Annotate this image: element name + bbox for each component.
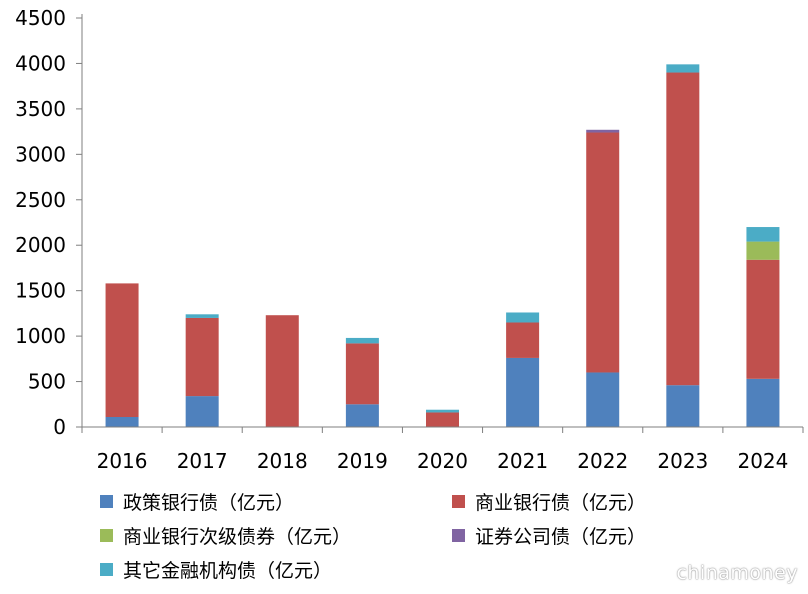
bar-segment	[345, 404, 379, 427]
bar-segment	[666, 64, 700, 73]
x-tick-label: 2023	[657, 449, 708, 473]
y-tick-label: 500	[28, 370, 66, 394]
legend-swatch	[100, 529, 113, 542]
bar-segment	[426, 412, 459, 427]
y-tick-label: 4000	[15, 51, 66, 75]
legend-label: 其它金融机构债（亿元）	[123, 560, 333, 582]
x-tick-label: 2020	[417, 449, 468, 473]
bar-segment	[185, 317, 219, 397]
legend-item-commercial-bank-subordinated-bonds: 商业银行次级债券（亿元）	[100, 522, 351, 549]
y-tick-label: 4500	[15, 6, 66, 30]
bar-segment	[105, 283, 139, 418]
legend-label: 商业银行债（亿元）	[475, 492, 647, 514]
bar-segment	[746, 241, 780, 260]
bar-segment	[345, 337, 379, 344]
y-tick-label: 1000	[15, 324, 66, 348]
legend-label: 商业银行次级债券（亿元）	[123, 526, 352, 548]
watermark: chinamoney	[676, 562, 798, 584]
legend-swatch	[100, 495, 113, 508]
legend-item-policy-bank-bonds: 政策银行债（亿元）	[100, 488, 294, 515]
bar-segment	[426, 409, 459, 413]
bar-segment	[345, 343, 379, 405]
legend-swatch	[452, 529, 465, 542]
legend-swatch	[100, 563, 113, 576]
bar-segment	[746, 378, 780, 427]
legend-label: 证券公司债（亿元）	[475, 526, 647, 548]
legend-item-commercial-bank-bonds: 商业银行债（亿元）	[452, 488, 646, 515]
x-tick-label: 2016	[97, 449, 148, 473]
y-tick-label: 1500	[15, 279, 66, 303]
bar-segment	[185, 314, 219, 318]
bar-segment	[185, 396, 219, 427]
legend-label: 政策银行债（亿元）	[123, 492, 295, 514]
stacked-bar-chart: 2016 2017 2018 2019 2020 2021 2022 2023 2024 0 500…	[15, 6, 804, 473]
y-tick-label: 0	[53, 415, 66, 439]
bar-segment	[105, 417, 139, 427]
x-tick-label: 2019	[337, 449, 388, 473]
bar-segment	[506, 322, 540, 358]
y-tick-label: 3000	[15, 142, 66, 166]
y-tick-label: 2000	[15, 233, 66, 257]
legend-item-securities-company-bonds: 证券公司债（亿元）	[452, 522, 646, 549]
bar-segment	[586, 372, 620, 427]
y-tick-label: 3500	[15, 97, 66, 121]
bar-segment	[746, 259, 780, 379]
x-tick-label: 2024	[737, 449, 788, 473]
bar-segment	[666, 385, 700, 427]
bar-segment	[586, 129, 620, 133]
bar-segment	[746, 227, 780, 242]
bar-segment	[506, 357, 540, 427]
x-tick-label: 2021	[497, 449, 548, 473]
legend-item-other-financial-institution-bonds: 其它金融机构债（亿元）	[100, 556, 332, 583]
x-tick-label: 2022	[577, 449, 628, 473]
x-tick-label: 2017	[177, 449, 228, 473]
y-tick-label: 2500	[15, 188, 66, 212]
bar-segment	[265, 315, 299, 427]
bar-segment	[506, 312, 540, 323]
bar-segment	[666, 72, 700, 386]
legend-swatch	[452, 495, 465, 508]
x-tick-label: 2018	[257, 449, 308, 473]
bar-segment	[586, 132, 620, 373]
